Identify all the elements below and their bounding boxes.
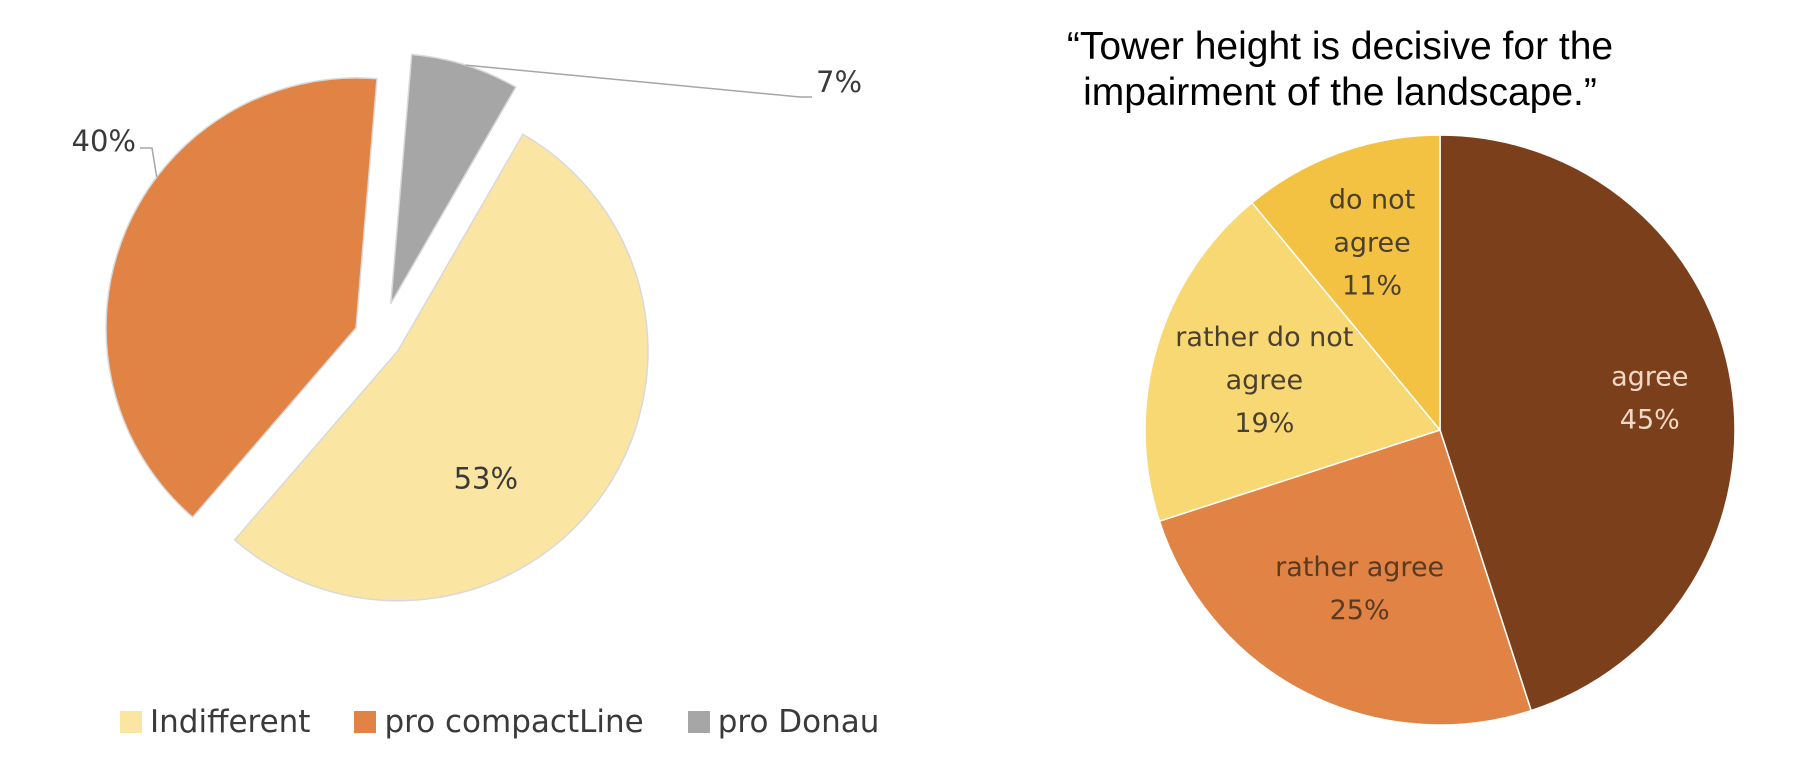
data-label-do-not-agree: 11% [1342,270,1402,301]
data-label-agree: 45% [1620,404,1680,435]
legend-label-pro-compactline: pro compactLine [384,704,644,740]
slice-pro-compactline [105,77,378,519]
slice-label-do-not-agree: do not [1329,184,1415,215]
data-label-rather-do-not-agree: 19% [1234,408,1294,439]
slice-label-rather-agree: rather agree [1275,552,1444,583]
data-label-indifferent: 53% [454,461,518,495]
legend-swatch-pro-compactline [354,711,377,733]
legend: Indifferent pro compactLine pro Donau [120,700,923,744]
legend-swatch-pro-donau [687,711,710,733]
data-label-rather-agree: 25% [1330,595,1390,626]
slice-rather-do-not-agree [1144,201,1442,523]
slice-agree [1439,134,1736,712]
slice-label-agree: agree [1611,361,1688,392]
chart-title: “Tower height is decisive for the impair… [1050,24,1630,116]
legend-swatch-indifferent [120,711,142,733]
leader-line-pro-donau [465,64,812,98]
legend-label-pro-donau: pro Donau [717,704,880,740]
data-label-pro-donau: 7% [816,65,862,99]
pie-chart-tower-preference: 53% 40% 7% [72,53,862,602]
slice-indifferent [233,133,649,602]
slice-label-rather-do-not-agree: agree [1226,365,1303,396]
slice-pro-donau [390,53,517,305]
slice-label-do-not-agree: agree [1333,227,1410,258]
legend-item-pro-compactline: pro compactLine [354,704,644,740]
pie-chart-tower-height: agree 45% rather agree 25% rather do not agre… [1144,134,1736,726]
slice-do-not-agree [1250,134,1441,433]
slice-rather-agree [1158,429,1533,726]
chart-title-line-1: “Tower height is decisive for the [1066,25,1614,68]
data-label-pro-compactline: 40% [72,124,136,158]
legend-item-indifferent: Indifferent [120,704,310,740]
legend-item-pro-donau: pro Donau [687,704,880,740]
leader-line-pro-compactline [140,147,158,178]
legend-label-indifferent: Indifferent [150,704,311,740]
chart-title-line-2: impairment of the landscape.” [1083,71,1597,114]
slice-label-rather-do-not-agree: rather do not [1175,322,1353,353]
